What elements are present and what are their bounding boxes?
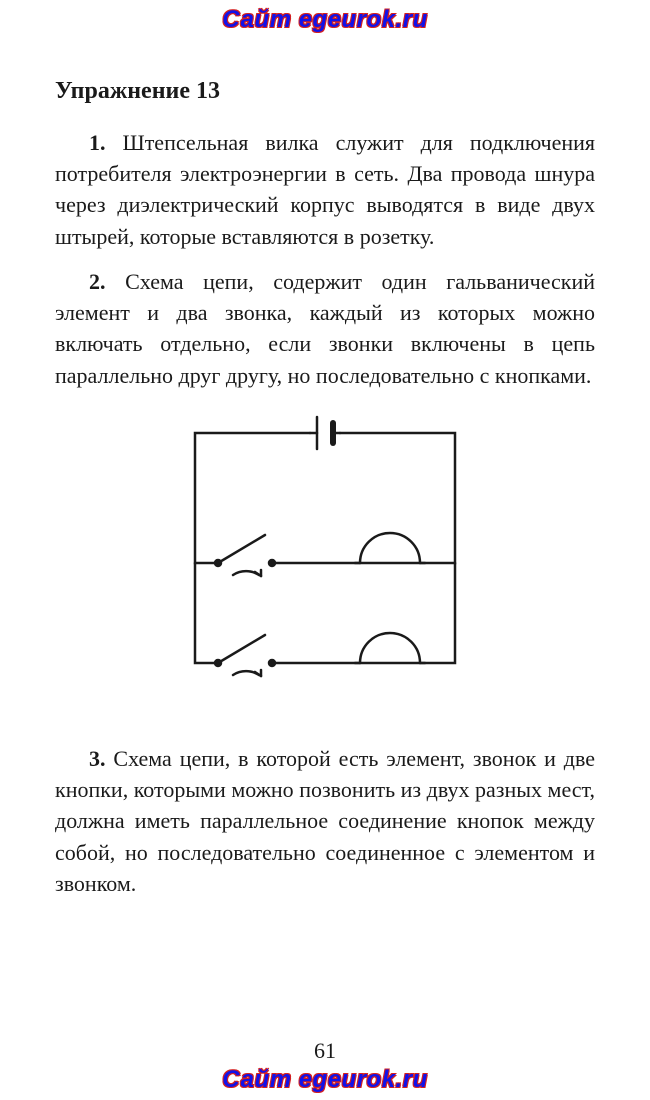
paragraph-2: 2. Схема цепи, содержит один гальваничес… — [55, 266, 595, 391]
paragraph-3: 3. Схема цепи, в которой есть элемент, з… — [55, 743, 595, 899]
content: Упражнение 13 1. Штепсельная вилка служи… — [55, 0, 595, 899]
page-number: 61 — [0, 1038, 650, 1064]
battery-icon — [310, 417, 340, 449]
bell-icon — [355, 633, 425, 663]
paragraph-text: Схема цепи, в которой есть элемент, звон… — [55, 746, 595, 896]
circuit-svg — [155, 413, 495, 713]
wire — [195, 563, 215, 663]
circuit-diagram — [55, 413, 595, 713]
wire — [340, 433, 455, 563]
paragraph-number: 2. — [89, 269, 106, 294]
paragraph-text: Схема цепи, содержит один гальванический… — [55, 269, 595, 388]
bell-icon — [355, 533, 425, 563]
switch-icon — [215, 635, 275, 676]
paragraph-number: 1. — [89, 130, 106, 155]
switch-icon — [215, 535, 275, 576]
exercise-title: Упражнение 13 — [55, 78, 595, 105]
watermark-bottom: Сайт egeurok.ru — [0, 1066, 650, 1094]
paragraph-text: Штепсельная вилка служит для подключения… — [55, 130, 595, 249]
page: Сайт egeurok.ru Упражнение 13 1. Штепсел… — [0, 0, 650, 1100]
paragraph-1: 1. Штепсельная вилка служит для подключе… — [55, 127, 595, 252]
paragraph-number: 3. — [89, 746, 106, 771]
wire — [420, 563, 455, 663]
